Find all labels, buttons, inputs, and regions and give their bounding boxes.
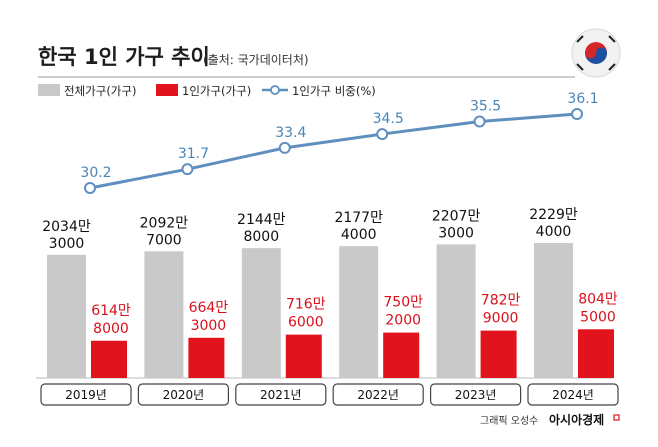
ratio-label: 34.5 xyxy=(373,111,404,127)
ratio-label: 31.7 xyxy=(178,146,209,162)
bar-single xyxy=(480,330,517,378)
bar-single xyxy=(91,340,127,378)
year-box xyxy=(137,383,229,406)
korean-flag-icon xyxy=(571,28,621,78)
legend-label-ratio: 1인가구 비중(%) xyxy=(292,84,376,98)
ratio-point xyxy=(473,115,486,128)
credit-prefix: 그래픽 오성수 xyxy=(480,415,538,427)
single-label: 614만 xyxy=(91,303,131,319)
ratio-label: 33.4 xyxy=(275,125,306,141)
year-label: 2019년 xyxy=(65,388,107,402)
bar-total xyxy=(144,251,184,378)
bar-single xyxy=(188,337,225,378)
year-box xyxy=(527,383,619,406)
year-label: 2021년 xyxy=(260,388,302,402)
total-label: 3000 xyxy=(49,236,85,252)
year-label: 2024년 xyxy=(552,388,594,402)
legend-swatch-total xyxy=(38,84,60,96)
ratio-point xyxy=(84,182,96,194)
single-label: 804만 xyxy=(578,291,618,307)
single-label: 664만 xyxy=(189,300,229,316)
year-box xyxy=(430,383,522,406)
single-label: 2000 xyxy=(385,313,421,329)
single-label: 9000 xyxy=(483,311,519,327)
single-label: 716만 xyxy=(286,297,326,313)
legend-label-single: 1인가구(가구) xyxy=(182,84,251,98)
year-box xyxy=(235,383,327,406)
legend-swatch-single xyxy=(156,84,178,96)
bar-single xyxy=(285,334,322,378)
year-box xyxy=(40,383,132,406)
ratio-line-layer: 30.2 31.7 33.4 34.5 35.5 36.1 xyxy=(80,91,599,194)
bar-single xyxy=(383,332,420,378)
ratio-point xyxy=(571,108,583,120)
total-label: 2034만 xyxy=(42,219,91,235)
bar-total xyxy=(241,248,281,378)
bar-total xyxy=(339,246,379,378)
bars-layer: 2034만3000614만80002092만7000664만30002144만8… xyxy=(42,207,618,378)
total-label: 3000 xyxy=(438,225,474,241)
legend-marker-ratio xyxy=(270,85,280,95)
total-label: 4000 xyxy=(341,227,377,243)
ratio-point xyxy=(278,141,291,154)
brand-mark-icon xyxy=(613,414,620,421)
single-label: 8000 xyxy=(93,321,129,337)
year-label: 2023년 xyxy=(455,388,497,402)
total-label: 4000 xyxy=(536,224,572,240)
single-label: 3000 xyxy=(191,318,227,334)
chart-legend: 전체가구(가구) 1인가구(가구) 1인가구 비중(%) xyxy=(38,84,376,98)
single-label: 750만 xyxy=(383,295,423,311)
bar-total xyxy=(534,243,573,378)
total-label: 2207만 xyxy=(432,208,481,224)
year-axis: 2019년 2020년 2021년 2022년 2023년 2024년 xyxy=(40,383,619,406)
year-label: 2020년 xyxy=(163,388,205,402)
credit-brand: 아시아경제 xyxy=(549,412,604,427)
single-label: 6000 xyxy=(288,315,324,331)
ratio-label: 30.2 xyxy=(80,165,111,181)
source-note: (출처: 국가데이터처) xyxy=(203,53,309,67)
ratio-point xyxy=(376,128,389,141)
total-label: 2092만 xyxy=(140,215,189,231)
legend-label-total: 전체가구(가구) xyxy=(64,84,136,98)
total-label: 8000 xyxy=(243,229,279,245)
bar-single xyxy=(578,329,614,378)
year-box xyxy=(332,383,424,406)
ratio-point xyxy=(181,163,194,176)
chart-title: 한국 1인 가구 추이 xyxy=(38,45,210,69)
year-label: 2022년 xyxy=(357,388,399,402)
bar-total xyxy=(47,254,86,378)
total-label: 2229만 xyxy=(529,207,578,223)
total-label: 7000 xyxy=(146,232,182,248)
ratio-label: 35.5 xyxy=(470,99,501,115)
single-label: 5000 xyxy=(580,309,616,325)
ratio-label: 36.1 xyxy=(567,91,598,107)
single-label: 782만 xyxy=(481,293,521,309)
bar-total xyxy=(436,244,476,378)
total-label: 2144만 xyxy=(237,212,286,228)
ratio-line xyxy=(89,112,578,190)
total-label: 2177만 xyxy=(334,210,383,226)
